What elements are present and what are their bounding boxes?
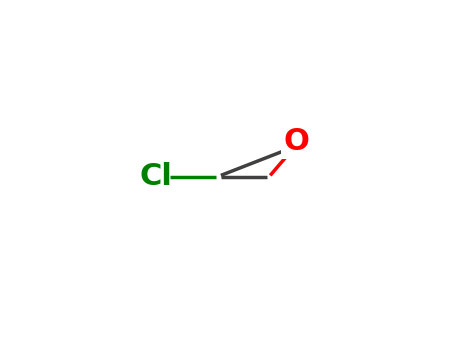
- Text: Cl: Cl: [139, 162, 172, 191]
- Text: O: O: [284, 127, 309, 156]
